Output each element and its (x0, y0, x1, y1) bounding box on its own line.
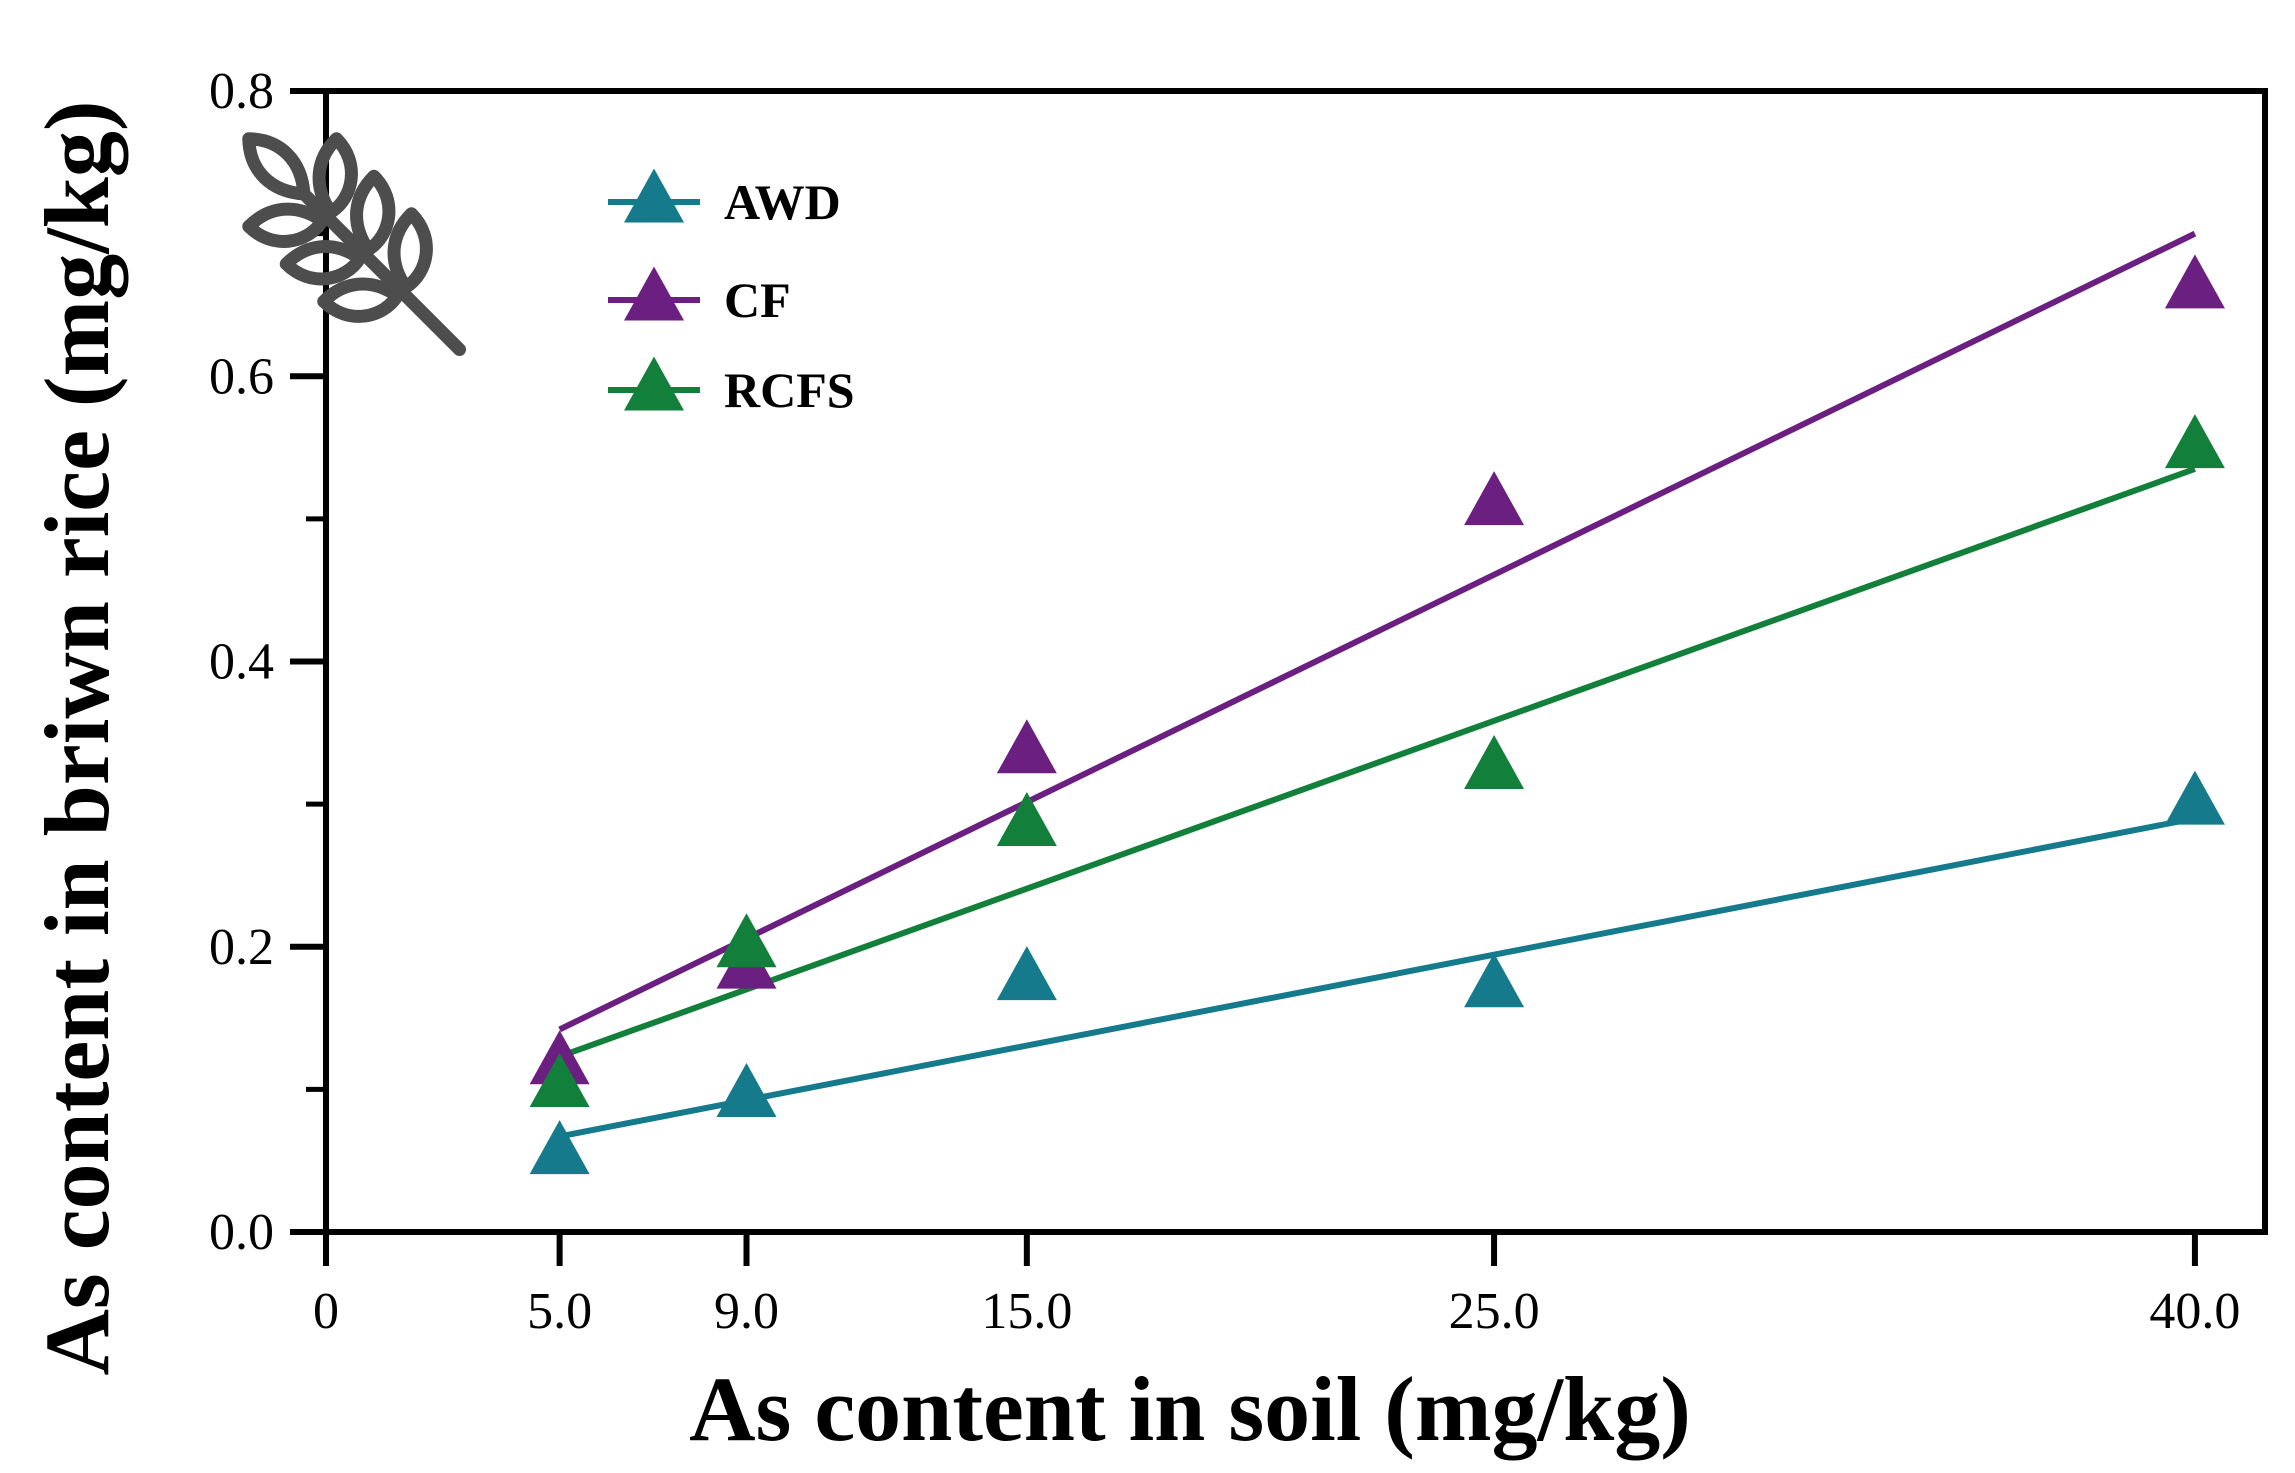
x-tick-label: 40.0 (2149, 1283, 2240, 1340)
data-point-rcfs (996, 792, 1057, 847)
y-tick-label: 0.0 (209, 1204, 274, 1261)
legend-item-rcfs: RCFS (608, 356, 855, 418)
y-tick-label: 0.4 (209, 634, 274, 691)
legend-marker-awd (624, 168, 684, 223)
data-point-cf (1464, 471, 1525, 526)
data-point-rcfs (1464, 734, 1525, 789)
fit-line-cf (558, 230, 2197, 1033)
legend-marker-rcfs (624, 356, 684, 411)
fit-lines (558, 230, 2197, 1140)
x-tick-label: 25.0 (1449, 1283, 1540, 1340)
legend-marker-cf (624, 266, 684, 321)
rice-grain-icon (242, 132, 466, 356)
legend-item-awd: AWD (608, 168, 841, 230)
data-point-rcfs (2164, 414, 2225, 469)
x-tick-label: 0 (313, 1283, 339, 1340)
fit-line-awd (559, 815, 2196, 1140)
data-points (529, 254, 2225, 1175)
fit-line-rcfs (558, 466, 2196, 1060)
legend: AWD CF RCFS (608, 168, 855, 418)
data-point-awd (1464, 953, 1525, 1008)
legend-label-cf: CF (724, 272, 791, 328)
y-tick-label: 0.8 (209, 63, 274, 120)
data-point-awd (2164, 770, 2225, 825)
data-point-awd (716, 1063, 777, 1118)
x-axis-title: As content in soil (mg/kg) (689, 1358, 1691, 1460)
y-tick-label: 0.2 (209, 919, 274, 976)
legend-label-awd: AWD (724, 174, 841, 230)
axes: 0.0 0.2 0.4 0.6 0.8 0 5.0 9.0 15.0 25.0 40.0 (209, 63, 2268, 1340)
legend-label-rcfs: RCFS (724, 362, 855, 418)
y-axis-title: As content in briwn rice (mg/kg) (26, 100, 128, 1375)
data-point-cf (2164, 254, 2225, 309)
plot-frame (323, 88, 2268, 1235)
x-tick-label: 9.0 (714, 1283, 779, 1340)
y-tick-label: 0.6 (209, 348, 274, 405)
x-tick-label: 15.0 (981, 1283, 1072, 1340)
data-point-rcfs (716, 913, 777, 968)
data-point-awd (996, 946, 1057, 1001)
legend-item-cf: CF (608, 266, 791, 328)
data-point-rcfs (529, 1053, 590, 1108)
data-point-awd (529, 1120, 590, 1175)
x-tick-label: 5.0 (527, 1283, 592, 1340)
data-point-cf (996, 719, 1057, 774)
